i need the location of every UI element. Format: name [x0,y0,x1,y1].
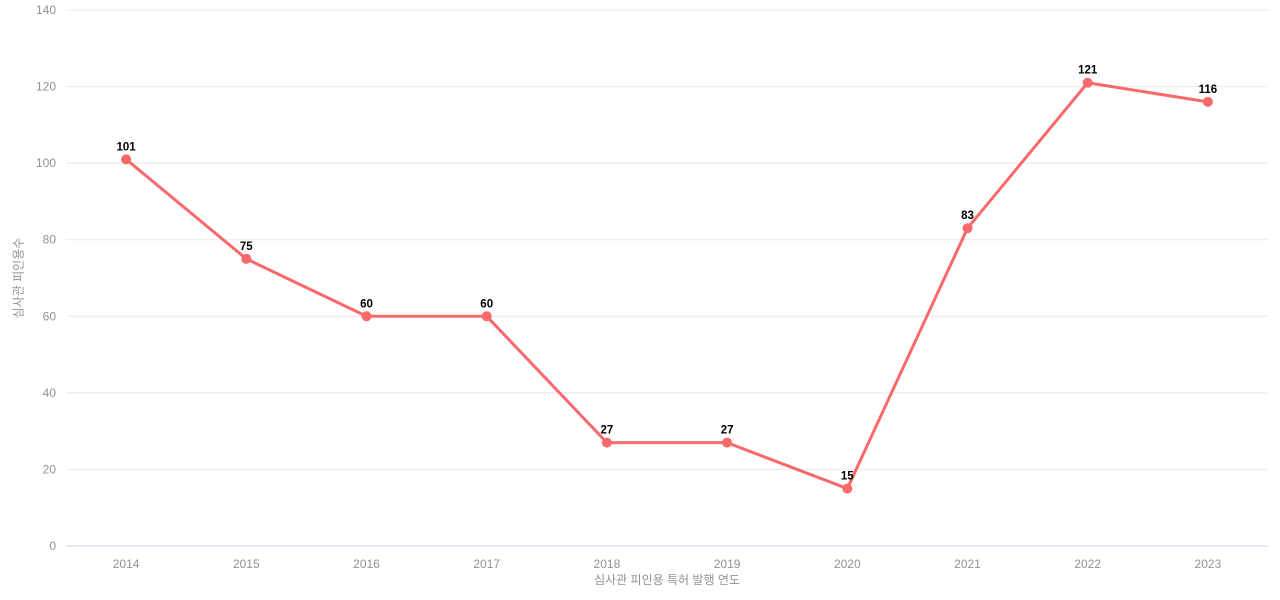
x-tick-label: 2017 [473,557,500,571]
data-point[interactable] [481,311,492,322]
x-tick-label: 2016 [353,557,380,571]
data-point[interactable] [1082,77,1093,88]
x-tick-label: 2022 [1074,557,1101,571]
data-point-label: 27 [721,425,734,437]
y-tick-label: 100 [36,156,56,170]
x-tick-label: 2014 [113,557,140,571]
x-tick-label: 2021 [954,557,981,571]
data-point[interactable] [241,253,252,264]
data-point-label: 121 [1078,65,1098,77]
data-point-label: 60 [360,298,373,310]
data-point[interactable] [1202,96,1213,107]
y-tick-label: 80 [43,233,57,247]
x-axis-title: 심사관 피인용 특허 발행 연도 [594,573,740,587]
data-point-label: 75 [240,241,253,253]
x-tick-label: 2023 [1195,557,1222,571]
data-point-label: 27 [601,425,614,437]
data-point-label: 83 [961,210,974,222]
y-tick-label: 40 [43,386,57,400]
data-point-label: 116 [1199,84,1218,96]
x-tick-label: 2020 [834,557,861,571]
y-tick-label: 60 [43,309,57,323]
y-tick-label: 140 [36,3,56,17]
y-axis-title: 심사관 피인용수 [11,237,26,319]
data-point[interactable] [601,437,612,448]
data-point[interactable] [121,154,132,165]
y-tick-label: 20 [43,462,57,476]
y-tick-label: 120 [36,80,56,94]
data-point[interactable] [842,483,853,494]
x-tick-label: 2019 [714,557,741,571]
y-tick-label: 0 [49,539,56,553]
x-tick-label: 2015 [233,557,260,571]
data-point[interactable] [722,437,733,448]
x-tick-label: 2018 [594,557,621,571]
data-point-label: 60 [480,298,493,310]
data-point[interactable] [361,311,372,322]
data-point[interactable] [962,223,973,234]
data-point-label: 101 [117,141,137,153]
series-line [124,81,1210,491]
data-point-label: 15 [841,471,854,483]
